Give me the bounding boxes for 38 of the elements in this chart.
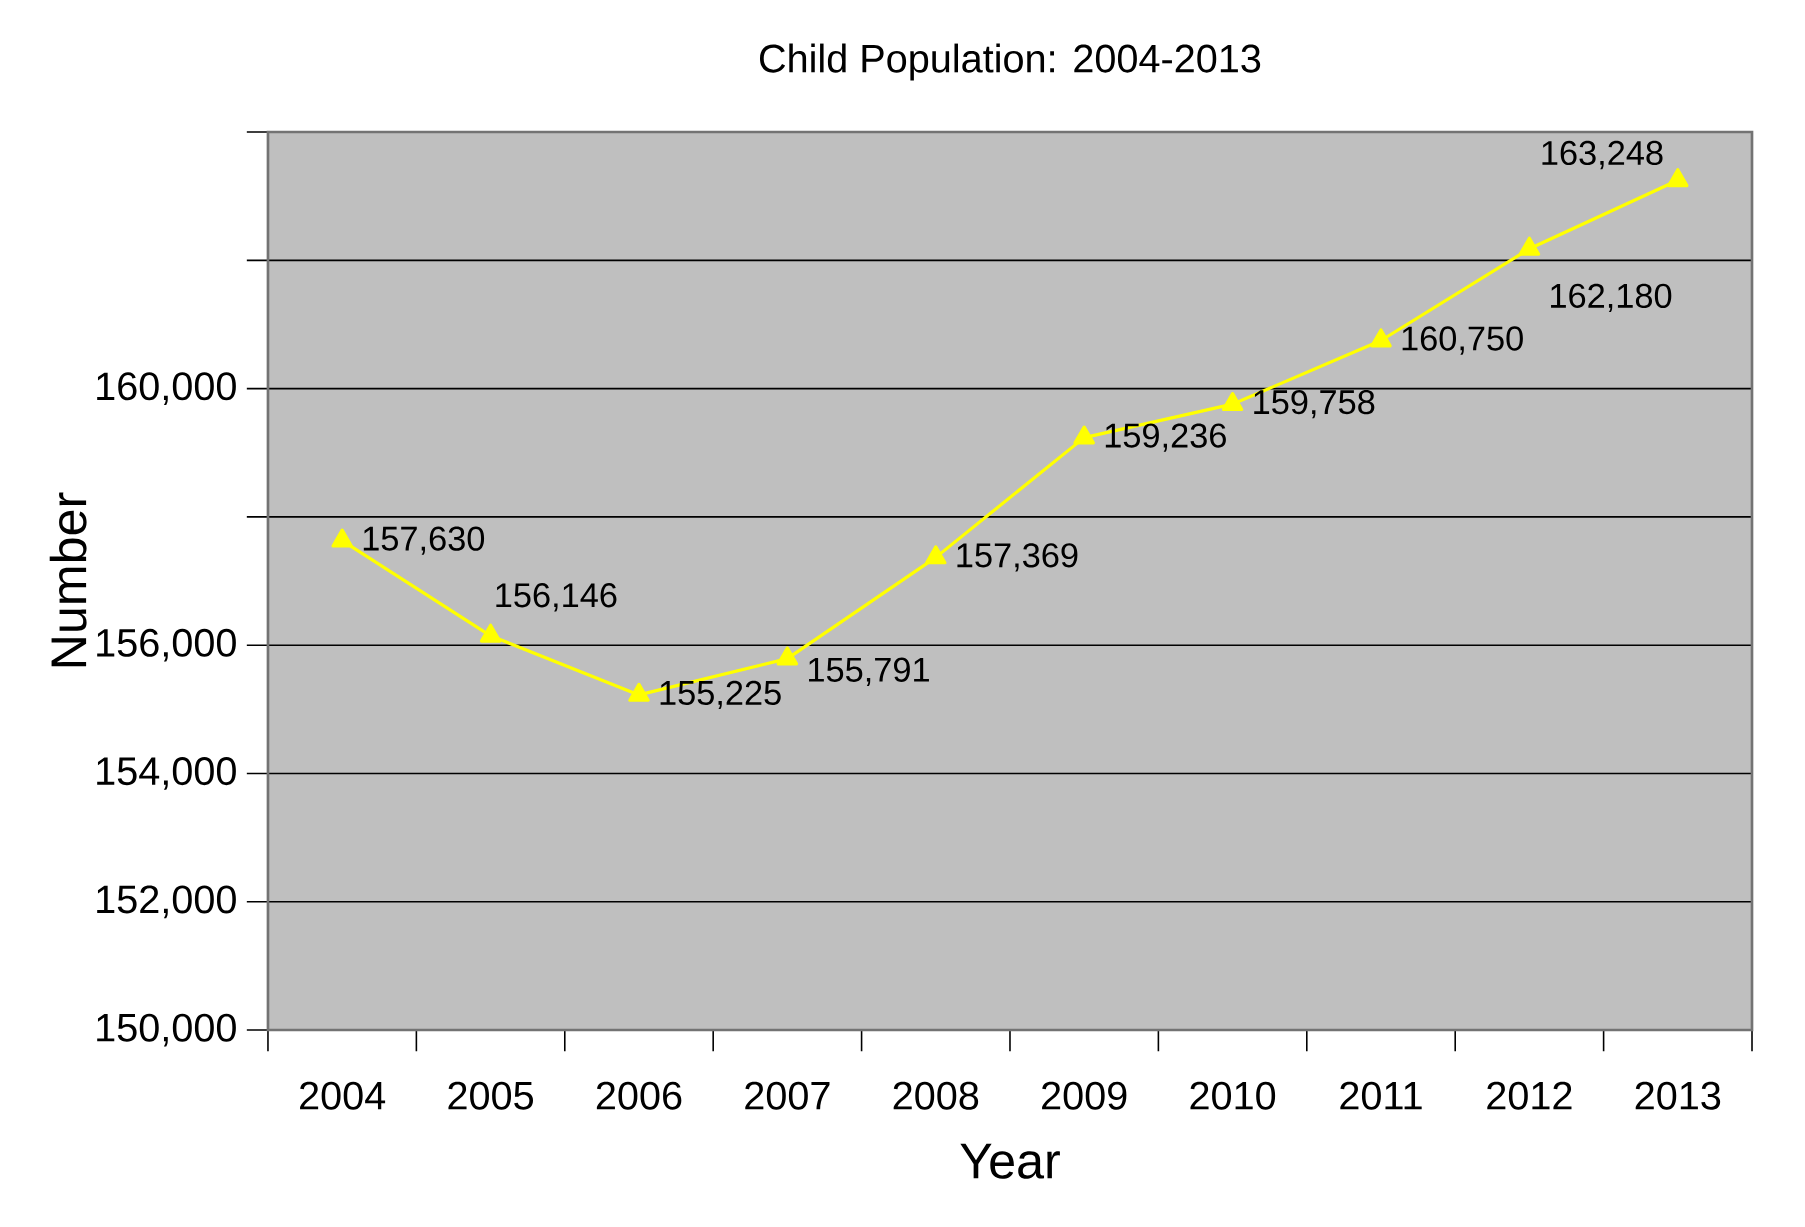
data-label: 156,146	[496, 583, 617, 612]
data-label: 162,180	[1551, 283, 1672, 313]
data-label: 159,236	[1105, 423, 1226, 452]
x-tick-label: 2010	[1190, 1081, 1276, 1110]
x-tick-label: 2013	[1635, 1081, 1721, 1110]
point	[1073, 425, 1095, 445]
chart-title: Child Population: 2004-2013	[759, 43, 1261, 81]
x-tick-label: 2005	[448, 1081, 534, 1110]
point	[776, 646, 799, 666]
x-tick-label: 2008	[893, 1081, 979, 1110]
point	[1518, 236, 1541, 256]
y-tick-label: 150,000	[97, 1013, 236, 1047]
x-tick-label: 2011	[1340, 1081, 1422, 1110]
x-tick-label: 2007	[745, 1081, 830, 1110]
x-axis-title: Year	[960, 1143, 1060, 1179]
x-tick-label: 2006	[596, 1081, 682, 1110]
data-label: 159,758	[1254, 389, 1375, 419]
data-label: 155,225	[660, 680, 781, 710]
data-label: 163,248	[1542, 140, 1663, 170]
point	[1370, 328, 1392, 348]
x-tick-label: 2012	[1487, 1081, 1572, 1110]
y-tick-label: 154,000	[97, 757, 236, 790]
data-label: 157,630	[363, 526, 485, 555]
point	[628, 682, 650, 702]
point	[1667, 168, 1689, 188]
point	[331, 528, 353, 548]
y-tick-label: 152,000	[97, 885, 236, 919]
data-label: 155,791	[809, 657, 929, 687]
point	[1221, 391, 1244, 412]
point	[925, 545, 947, 565]
x-tick-label: 2009	[1042, 1081, 1127, 1110]
point	[479, 623, 502, 643]
y-axis-title: Number	[49, 492, 87, 667]
x-tick-label: 2004	[300, 1081, 386, 1110]
y-tick-label: 160,000	[97, 372, 236, 405]
y-tick-label: 156,000	[97, 628, 236, 662]
data-label: 157,369	[957, 543, 1078, 572]
data-label: 160,750	[1402, 326, 1523, 355]
